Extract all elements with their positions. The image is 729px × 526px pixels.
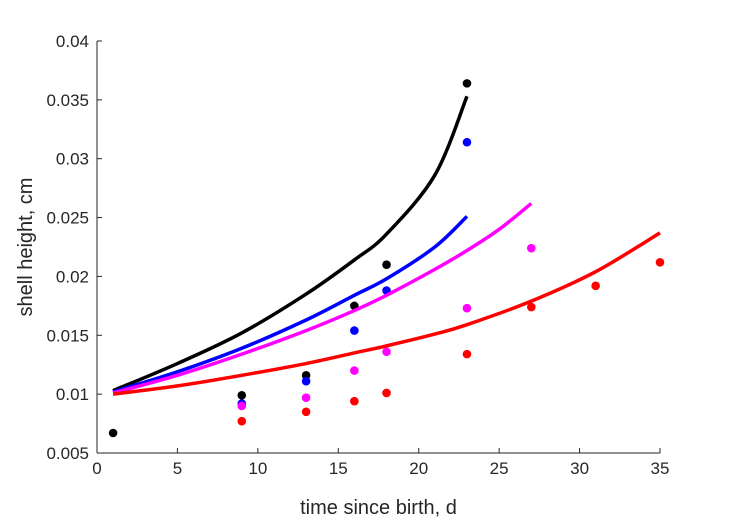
- series-4-point: [301, 407, 311, 417]
- series-1-point: [301, 371, 311, 380]
- x-tick-label: 0: [92, 459, 101, 478]
- series-2-point: [350, 326, 359, 335]
- series-4-point: [655, 258, 665, 267]
- y-tick-label: 0.02: [56, 267, 89, 286]
- x-tick-label: 35: [651, 459, 670, 478]
- series-3-point: [462, 303, 472, 313]
- series-4-point: [382, 388, 391, 398]
- series-1-point: [382, 260, 391, 269]
- series-4-point: [462, 349, 472, 359]
- series-2-point: [301, 376, 311, 386]
- y-axis-label: shell height, cm: [15, 178, 37, 317]
- series-1-point: [237, 391, 247, 400]
- series-1-point: [108, 428, 118, 438]
- series-4-point: [350, 396, 359, 406]
- series-4-point: [527, 302, 536, 312]
- axes: [96, 41, 660, 454]
- x-tick-label: 10: [248, 459, 267, 478]
- y-tick-label: 0.015: [46, 326, 89, 345]
- plot-area: [108, 79, 665, 438]
- series-2-fit-line: [112, 215, 469, 394]
- x-ticks: 0 5 10 15 20 25 30 35: [92, 448, 669, 478]
- series-3-point: [301, 393, 311, 402]
- series-3-fit-line: [112, 202, 533, 395]
- y-tick-label: 0.04: [56, 32, 89, 51]
- series-4-point: [237, 416, 247, 426]
- series-2-point: [462, 137, 472, 147]
- y-tick-label: 0.025: [46, 209, 89, 228]
- series-4-point: [591, 281, 600, 291]
- y-ticks: 0.005 0.01 0.015 0.02 0.025 0.03 0.035 0.04: [46, 32, 102, 463]
- x-tick-label: 20: [409, 459, 428, 478]
- x-tick-label: 25: [490, 459, 509, 478]
- series-3-point: [527, 243, 536, 253]
- x-tick-label: 15: [329, 459, 348, 478]
- series-4: [112, 231, 665, 426]
- series-1-point: [462, 79, 472, 88]
- series-3: [112, 202, 536, 411]
- y-tick-label: 0.035: [46, 91, 89, 110]
- series-3-point: [382, 347, 391, 357]
- x-tick-label: 30: [570, 459, 589, 478]
- series-1-fit-line: [112, 95, 469, 393]
- series-4-fit-line: [112, 231, 661, 396]
- series-3-point: [237, 401, 247, 411]
- series-1: [108, 79, 472, 438]
- series-3-point: [350, 366, 359, 375]
- y-tick-label: 0.03: [56, 150, 89, 169]
- x-tick-label: 5: [173, 459, 182, 478]
- x-axis-label: time since birth, d: [300, 497, 457, 519]
- y-tick-label: 0.005: [46, 444, 89, 463]
- y-tick-label: 0.01: [56, 385, 89, 404]
